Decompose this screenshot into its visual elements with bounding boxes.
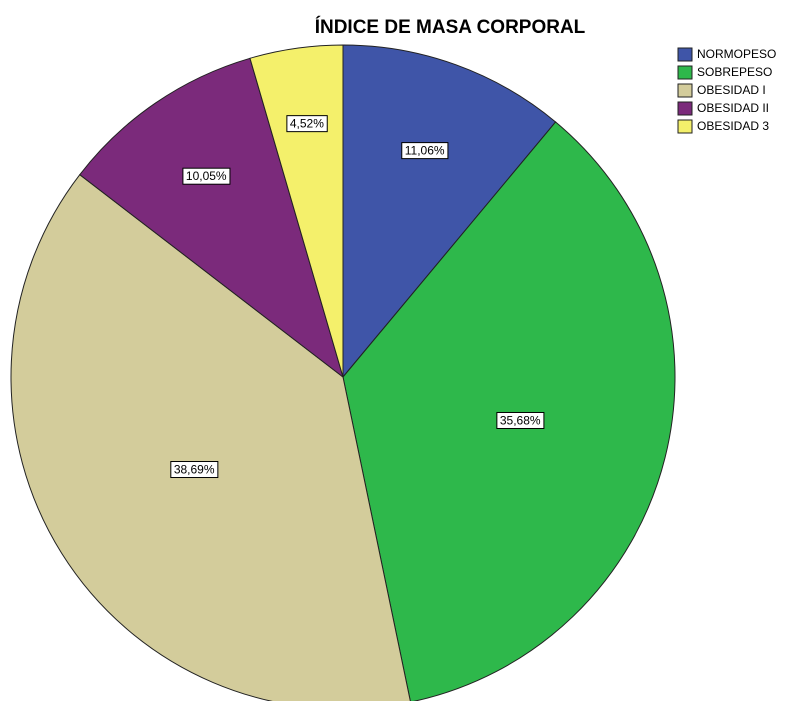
legend-label: OBESIDAD II	[697, 101, 769, 115]
data-label-text: 10,05%	[186, 169, 227, 183]
data-label-box	[496, 411, 545, 429]
data-label-text: 38,69%	[174, 463, 215, 477]
legend-label: OBESIDAD I	[697, 83, 766, 97]
data-label-text: 4,52%	[290, 117, 324, 131]
data-label-text: 11,06%	[405, 144, 445, 158]
pie-slice	[342, 121, 676, 701]
data-label-box	[182, 167, 231, 185]
pie-slice	[342, 44, 557, 379]
data-label: 11,06%	[401, 142, 449, 160]
legend-swatch	[677, 101, 693, 116]
data-label: 38,69%	[170, 461, 219, 479]
data-label: 4,52%	[286, 115, 328, 133]
data-label-box	[286, 115, 328, 133]
data-label-box	[170, 461, 219, 479]
data-label: 35,68%	[496, 411, 545, 429]
legend-label: NORMOPESO	[697, 47, 776, 61]
data-label: 10,05%	[182, 167, 231, 185]
legend-swatch	[677, 47, 693, 62]
legend-swatch	[677, 119, 693, 134]
pie-slice	[79, 57, 344, 379]
legend-swatch	[677, 83, 693, 98]
legend-swatch	[677, 65, 693, 80]
pie-slice	[10, 173, 411, 701]
legend-label: SOBREPESO	[697, 65, 772, 79]
data-label-text: 35,68%	[500, 413, 541, 427]
legend-label: OBESIDAD 3	[697, 119, 769, 133]
data-label-box	[401, 142, 449, 160]
chart-title: ÍNDICE DE MASA CORPORAL	[315, 16, 586, 38]
